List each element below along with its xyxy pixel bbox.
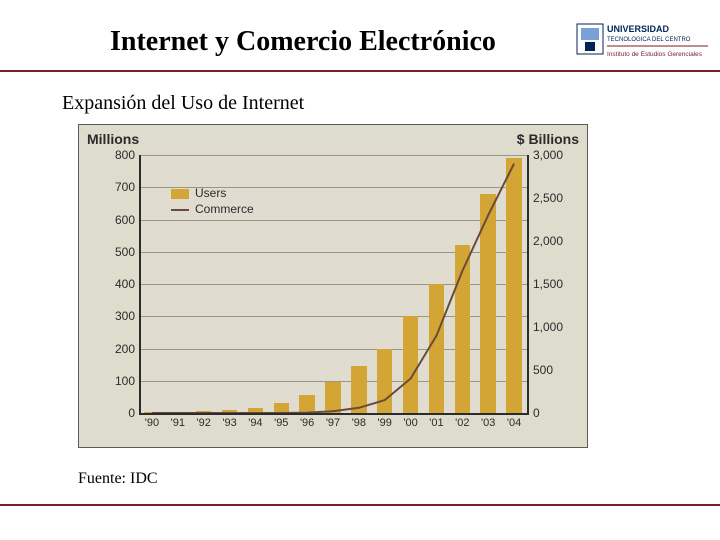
xtick: '97 <box>320 417 346 429</box>
xtick: '03 <box>475 417 501 429</box>
slide: Internet y Comercio Electrónico UNIVERSI… <box>0 0 720 540</box>
legend-users: Users <box>171 185 254 201</box>
xtick: '90 <box>139 417 165 429</box>
ytick-right: 2,500 <box>533 191 573 205</box>
y-axis-left <box>139 155 141 413</box>
bottom-divider <box>0 504 720 506</box>
ytick-left: 0 <box>101 406 135 420</box>
xtick: '91 <box>165 417 191 429</box>
bar <box>299 395 315 413</box>
bar <box>325 382 341 413</box>
ytick-right: 0 <box>533 406 573 420</box>
xtick: '93 <box>217 417 243 429</box>
subtitle: Expansión del Uso de Internet <box>62 92 304 115</box>
ytick-left: 300 <box>101 309 135 323</box>
xtick: '94 <box>242 417 268 429</box>
top-divider <box>0 70 720 72</box>
grid-line <box>139 220 527 221</box>
x-axis <box>139 413 529 415</box>
logo-line3: Instituto de Estudios Gerenciales <box>607 51 703 58</box>
ytick-left: 200 <box>101 342 135 356</box>
chart: Millions $ Billions UsersCommerce 0 100 20… <box>78 124 588 448</box>
bar <box>455 245 471 413</box>
xtick: '01 <box>423 417 449 429</box>
university-logo: UNIVERSIDAD TECNOLOGICA DEL CENTRO Insti… <box>575 18 710 62</box>
source-label: Fuente: IDC <box>78 470 158 488</box>
right-axis-title: $ Billions <box>517 131 579 147</box>
bar <box>506 158 522 413</box>
xtick: '96 <box>294 417 320 429</box>
xtick: '92 <box>191 417 217 429</box>
ytick-left: 100 <box>101 374 135 388</box>
legend: UsersCommerce <box>171 185 254 217</box>
slide-title: Internet y Comercio Electrónico <box>110 26 496 58</box>
bar <box>429 284 445 413</box>
bar <box>480 194 496 413</box>
logo-line1: UNIVERSIDAD <box>607 24 670 34</box>
xtick: '00 <box>398 417 424 429</box>
legend-commerce: Commerce <box>171 201 254 217</box>
grid-line <box>139 155 527 156</box>
xtick: '98 <box>346 417 372 429</box>
ytick-right: 1,000 <box>533 320 573 334</box>
xtick: '04 <box>501 417 527 429</box>
ytick-right: 1,500 <box>533 277 573 291</box>
y-axis-right <box>527 155 529 413</box>
left-axis-title: Millions <box>87 131 139 147</box>
xtick: '95 <box>268 417 294 429</box>
ytick-right: 500 <box>533 363 573 377</box>
bar <box>351 366 367 413</box>
ytick-left: 500 <box>101 245 135 259</box>
ytick-left: 700 <box>101 180 135 194</box>
ytick-right: 3,000 <box>533 148 573 162</box>
ytick-left: 800 <box>101 148 135 162</box>
logo-line2: TECNOLOGICA DEL CENTRO <box>607 37 691 43</box>
header: Internet y Comercio Electrónico UNIVERSI… <box>0 18 720 66</box>
bar <box>403 316 419 413</box>
ytick-right: 2,000 <box>533 234 573 248</box>
bar <box>274 403 290 413</box>
ytick-left: 400 <box>101 277 135 291</box>
bar <box>377 349 393 414</box>
ytick-left: 600 <box>101 213 135 227</box>
xtick: '99 <box>372 417 398 429</box>
xtick: '02 <box>449 417 475 429</box>
